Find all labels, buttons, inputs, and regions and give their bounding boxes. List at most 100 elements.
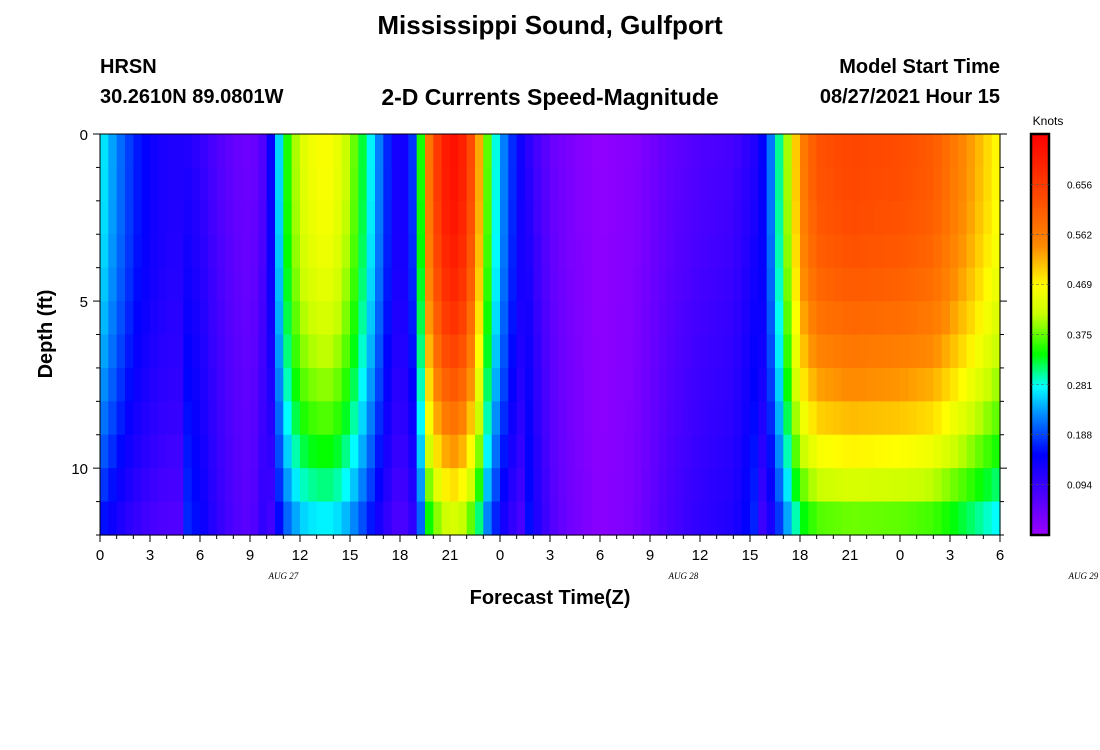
colorbar-segment [1031, 464, 1049, 468]
heatmap-cell [783, 200, 793, 235]
heatmap-cell [308, 134, 318, 169]
heatmap-cell [316, 434, 326, 469]
heatmap-cell [383, 234, 393, 269]
heatmap-cell [341, 234, 351, 269]
heatmap-cell [458, 401, 468, 436]
heatmap-cell [241, 267, 251, 302]
heatmap-cell [183, 434, 193, 469]
colorbar-segment [1031, 500, 1049, 504]
heatmap-cell [400, 301, 409, 336]
heatmap-cell [191, 501, 201, 536]
heatmap-cell [391, 367, 401, 402]
heatmap-cell [583, 367, 593, 402]
colorbar-segment [1031, 146, 1049, 149]
heatmap-cell [883, 468, 893, 503]
x-tick-label: 0 [896, 547, 904, 564]
heatmap-cell [683, 334, 693, 369]
heatmap-cell [691, 434, 701, 469]
heatmap-cell [825, 267, 834, 302]
heatmap-cell [183, 401, 193, 436]
heatmap-cell [825, 200, 834, 235]
heatmap-cell [675, 167, 684, 202]
heatmap-cell [950, 134, 959, 169]
heatmap-cell [425, 234, 434, 269]
heatmap-cell [441, 200, 451, 235]
colorbar-segment [1031, 410, 1049, 414]
heatmap-cell [791, 200, 801, 235]
colorbar-segment [1031, 378, 1049, 382]
heatmap-cell [458, 267, 468, 302]
heatmap-cell [191, 468, 201, 503]
heatmap-cell [358, 468, 368, 503]
heatmap-cell [766, 334, 776, 369]
heatmap-cell [841, 367, 851, 402]
heatmap-cell [133, 501, 143, 536]
heatmap-cell [108, 468, 118, 503]
heatmap-cell [383, 134, 393, 169]
heatmap-cell [633, 234, 643, 269]
colorbar-segment [1031, 370, 1049, 374]
heatmap-cell [608, 367, 618, 402]
y-tick-label: 0 [80, 127, 88, 144]
heatmap-cell [216, 501, 226, 536]
heatmap-cell [633, 167, 643, 202]
heatmap-cell [108, 434, 118, 469]
y-axis-label: Depth (ft) [35, 290, 57, 379]
heatmap-cell [333, 200, 343, 235]
heatmap-cell [241, 200, 251, 235]
heatmap-cell [983, 367, 993, 402]
heatmap-cell [233, 434, 243, 469]
heatmap-cell [308, 367, 318, 402]
heatmap-cell [508, 167, 518, 202]
heatmap-cell [608, 401, 618, 436]
heatmap-cell [150, 301, 159, 336]
heatmap-cell [391, 267, 401, 302]
heatmap-cell [616, 434, 626, 469]
x-tick-label: 21 [442, 547, 459, 564]
heatmap-cell [258, 367, 268, 402]
heatmap-cell [575, 401, 584, 436]
heatmap-cell [758, 167, 768, 202]
heatmap-cell [916, 267, 926, 302]
heatmap-cell [858, 401, 868, 436]
heatmap-cell [541, 200, 551, 235]
colorbar-segment [1031, 516, 1049, 520]
heatmap-cell [266, 334, 276, 369]
heatmap-cell [516, 267, 526, 302]
heatmap-cell [758, 401, 768, 436]
heatmap-cell [816, 200, 826, 235]
heatmap-cell [700, 200, 709, 235]
heatmap-cell [983, 167, 993, 202]
heatmap-cell [308, 267, 318, 302]
heatmap-cell [700, 134, 709, 169]
heatmap-cell [283, 434, 293, 469]
heatmap-cell [641, 468, 651, 503]
heatmap-cell [841, 267, 851, 302]
heatmap-cell [633, 334, 643, 369]
heatmap-cell [958, 167, 968, 202]
heatmap-cell [775, 334, 784, 369]
heatmap-cell [983, 267, 993, 302]
heatmap-cell [833, 367, 843, 402]
date-label: AUG 27 [267, 571, 298, 581]
colorbar-segment [1031, 530, 1049, 534]
heatmap-cell [325, 367, 334, 402]
heatmap-cell [275, 234, 284, 269]
heatmap-cell [541, 401, 551, 436]
heatmap-cell [183, 134, 193, 169]
heatmap-cell [316, 167, 326, 202]
heatmap-cell [841, 167, 851, 202]
heatmap-cell [816, 434, 826, 469]
heatmap-cell [675, 468, 684, 503]
heatmap-cell [316, 501, 326, 536]
heatmap-cell [858, 334, 868, 369]
heatmap-cell [183, 234, 193, 269]
heatmap-cell [933, 200, 943, 235]
heatmap-cell [158, 334, 168, 369]
heatmap-cell [633, 501, 643, 536]
heatmap-cell [616, 468, 626, 503]
heatmap-cell [283, 468, 293, 503]
heatmap-cell [808, 301, 818, 336]
heatmap-cell [558, 267, 568, 302]
heatmap-cell [425, 134, 434, 169]
